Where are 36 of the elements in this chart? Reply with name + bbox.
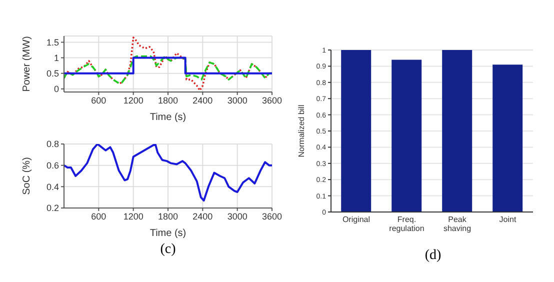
bar [392, 60, 422, 212]
text: (d) [424, 248, 442, 264]
x-tick-label: Freq. regulation [389, 215, 424, 233]
x-tick-label: 1800 [158, 211, 178, 222]
x-tick-label: 1200 [123, 211, 144, 222]
y-tick-label: 0.4 [46, 182, 59, 192]
x-tick-label: 1800 [158, 95, 178, 106]
y-tick-label: 1.5 [46, 37, 59, 48]
y-tick-label: 0.5 [46, 68, 59, 79]
bar [492, 64, 523, 212]
y-tick-label: 0.8 [46, 139, 59, 150]
text: (c) [159, 242, 177, 258]
x-tick-label: Original [342, 215, 370, 224]
y-tick-label: 0.2 [46, 203, 59, 214]
y-axis-title: Normalized bill [296, 104, 306, 158]
y-axis-title: Power (MW) [22, 36, 33, 92]
y-tick-label: 1 [54, 52, 59, 63]
x-tick-label: 2400 [192, 95, 213, 106]
x-axis-title: Time (s) [150, 112, 186, 123]
x-tick-label: 3600 [262, 95, 282, 106]
y-tick-label: 0.6 [46, 160, 59, 171]
x-tick-label: 3000 [227, 211, 248, 222]
x-tick-label: 600 [91, 95, 106, 106]
x-axis-title: Time (s) [150, 228, 186, 239]
bar [442, 50, 472, 212]
line-series [64, 55, 272, 84]
x-tick-label: 3000 [227, 95, 248, 106]
x-tick-label: 1200 [123, 95, 144, 106]
y-tick-label: 0 [54, 84, 59, 94]
x-tick-label: 2400 [192, 211, 213, 222]
x-tick-label: 3600 [262, 211, 282, 222]
x-tick-label: 600 [91, 211, 106, 222]
bar [341, 50, 372, 212]
y-axis-title: SoC (%) [22, 157, 33, 195]
x-tick-label: Peak shaving [443, 215, 472, 233]
x-tick-label: Joint [499, 215, 517, 224]
